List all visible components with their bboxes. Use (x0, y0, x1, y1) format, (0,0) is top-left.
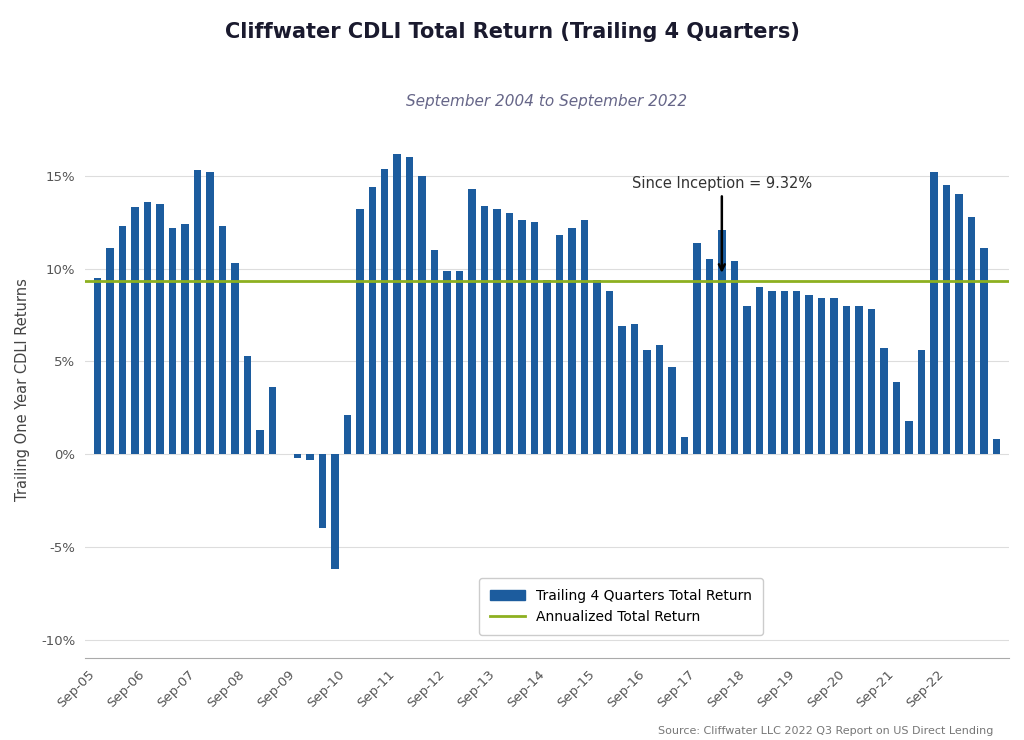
Y-axis label: Trailing One Year CDLI Returns: Trailing One Year CDLI Returns (15, 278, 30, 501)
Text: Cliffwater CDLI Total Return (Trailing 4 Quarters): Cliffwater CDLI Total Return (Trailing 4… (224, 22, 800, 42)
Bar (169, 228, 176, 454)
Bar (219, 226, 226, 454)
Bar (206, 172, 214, 454)
Bar (506, 213, 513, 454)
Bar (244, 356, 251, 454)
Bar (481, 206, 488, 454)
Text: Source: Cliffwater LLC 2022 Q3 Report on US Direct Lending: Source: Cliffwater LLC 2022 Q3 Report on… (657, 726, 993, 736)
Title: September 2004 to September 2022: September 2004 to September 2022 (407, 95, 687, 110)
Bar (655, 345, 664, 454)
Bar (593, 280, 601, 454)
Bar (556, 235, 563, 454)
Bar (419, 176, 426, 454)
Bar (544, 280, 551, 454)
Bar (331, 454, 339, 569)
Bar (718, 229, 726, 454)
Bar (980, 248, 988, 454)
Bar (868, 309, 876, 454)
Bar (131, 207, 139, 454)
Bar (268, 387, 276, 454)
Bar (756, 287, 763, 454)
Bar (318, 454, 326, 528)
Bar (643, 350, 650, 454)
Bar (618, 326, 626, 454)
Bar (343, 415, 351, 454)
Bar (443, 271, 451, 454)
Bar (843, 306, 851, 454)
Bar (356, 209, 364, 454)
Bar (406, 158, 414, 454)
Bar (530, 222, 539, 454)
Bar (943, 185, 950, 454)
Bar (918, 350, 926, 454)
Bar (681, 437, 688, 454)
Bar (381, 169, 388, 454)
Bar (806, 295, 813, 454)
Bar (993, 440, 1000, 454)
Bar (818, 298, 825, 454)
Bar (606, 291, 613, 454)
Bar (668, 367, 676, 454)
Bar (431, 250, 438, 454)
Bar (194, 170, 201, 454)
Bar (256, 430, 263, 454)
Bar (693, 243, 700, 454)
Bar (468, 189, 476, 454)
Bar (94, 278, 101, 454)
Bar (730, 261, 738, 454)
Bar (494, 209, 501, 454)
Bar (143, 202, 152, 454)
Bar (905, 421, 912, 454)
Bar (893, 382, 900, 454)
Bar (793, 291, 801, 454)
Bar (106, 248, 114, 454)
Bar (955, 195, 963, 454)
Bar (855, 306, 863, 454)
Bar (768, 291, 775, 454)
Bar (631, 324, 638, 454)
Bar (456, 271, 464, 454)
Bar (968, 217, 975, 454)
Bar (931, 172, 938, 454)
Bar (369, 187, 376, 454)
Legend: Trailing 4 Quarters Total Return, Annualized Total Return: Trailing 4 Quarters Total Return, Annual… (479, 578, 763, 635)
Bar (780, 291, 788, 454)
Bar (881, 349, 888, 454)
Bar (830, 298, 838, 454)
Bar (581, 221, 588, 454)
Bar (231, 263, 239, 454)
Text: Since Inception = 9.32%: Since Inception = 9.32% (632, 176, 812, 270)
Bar (294, 454, 301, 458)
Bar (119, 226, 126, 454)
Bar (743, 306, 751, 454)
Bar (181, 224, 188, 454)
Bar (568, 228, 575, 454)
Bar (157, 204, 164, 454)
Bar (518, 221, 525, 454)
Bar (706, 260, 713, 454)
Bar (393, 154, 401, 454)
Bar (306, 454, 313, 460)
